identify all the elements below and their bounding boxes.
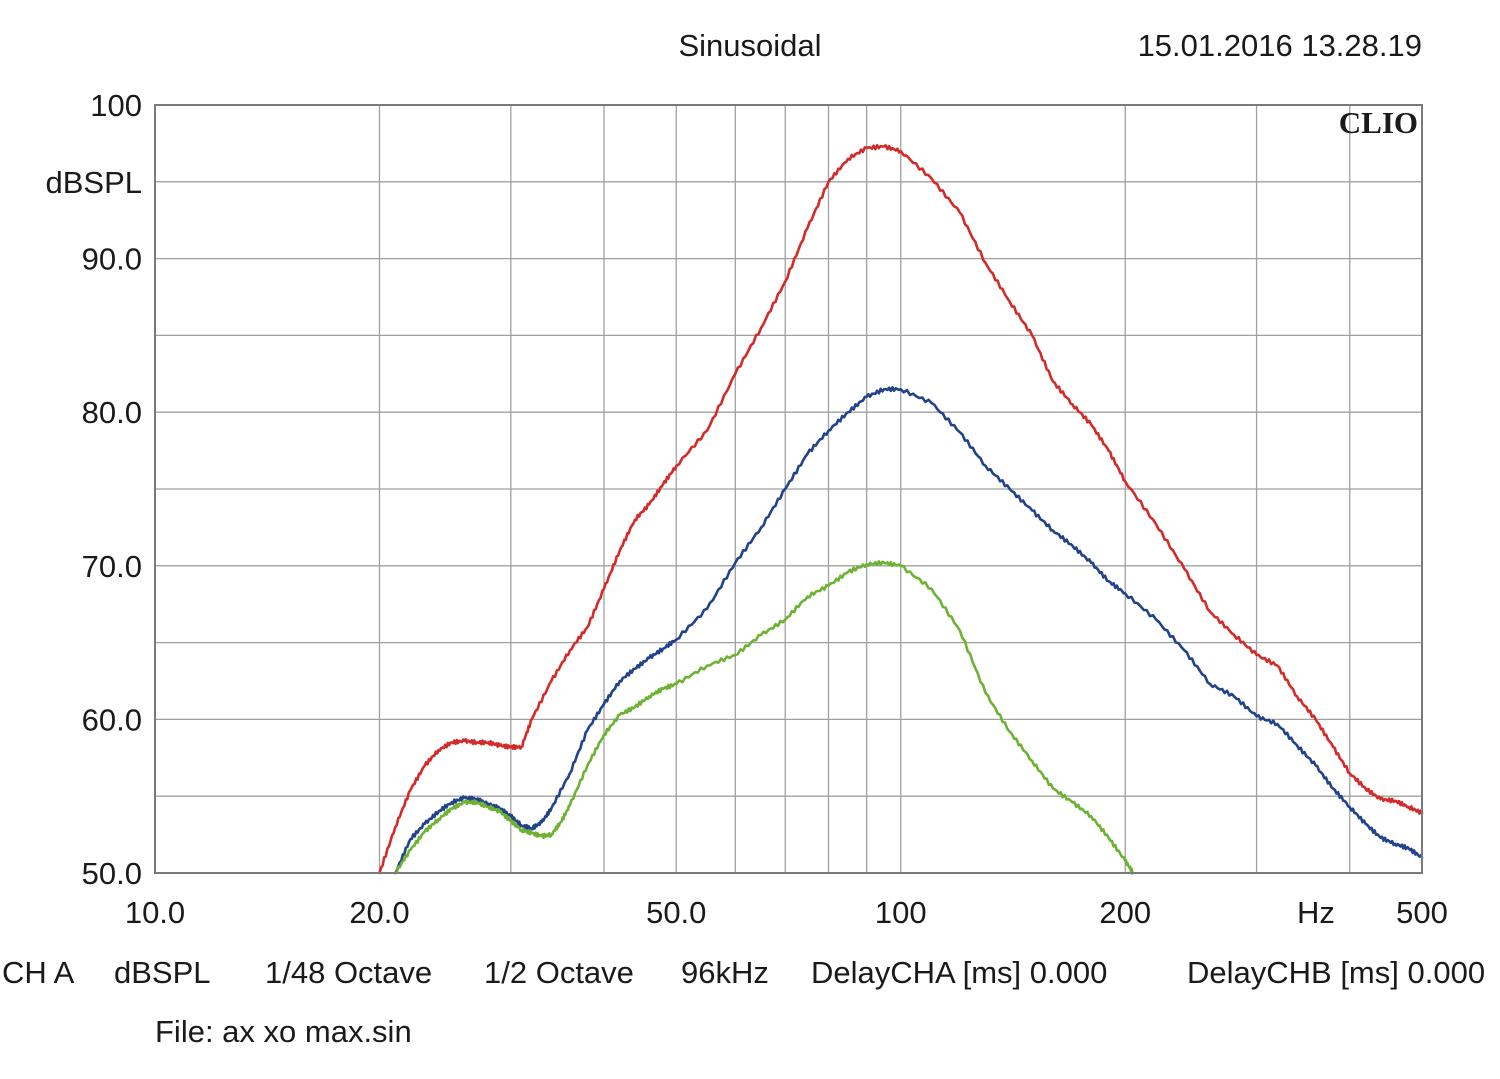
- footer-resolution: 1/48 Octave: [265, 955, 432, 990]
- x-tick-label: 20.0: [349, 895, 409, 930]
- y-tick-label: 80.0: [82, 395, 142, 430]
- x-tick-labels: 10.0 20.0 50.0 100 200 500: [125, 895, 1448, 930]
- footer-delay-b: DelayCHB [ms] 0.000: [1187, 955, 1485, 990]
- x-tick-label: 200: [1099, 895, 1151, 930]
- measurement-mode: Sinusoidal: [678, 28, 821, 63]
- x-tick-label: 100: [875, 895, 927, 930]
- series-line-1: [378, 144, 1424, 875]
- footer-smoothing: 1/2 Octave: [484, 955, 634, 990]
- grid: [155, 105, 1422, 873]
- series-line-2: [394, 386, 1424, 875]
- y-tick-label: 70.0: [82, 549, 142, 584]
- footer-sample-rate: 96kHz: [681, 955, 769, 990]
- footer-unit: dBSPL: [114, 955, 211, 990]
- y-tick-label: 50.0: [82, 856, 142, 891]
- plot-frame: [154, 104, 1423, 874]
- series-group: [378, 144, 1424, 875]
- y-axis-unit: dBSPL: [45, 165, 142, 200]
- x-tick-label: 500: [1396, 895, 1448, 930]
- timestamp: 15.01.2016 13.28.19: [1138, 28, 1422, 63]
- x-axis-unit: Hz: [1297, 895, 1335, 930]
- x-tick-label: 50.0: [646, 895, 706, 930]
- footer-channel: CH A: [2, 955, 75, 990]
- y-tick-label: 100: [90, 88, 142, 123]
- y-tick-label: 60.0: [82, 702, 142, 737]
- brand-logo: CLIO: [1339, 105, 1418, 140]
- x-tick-label: 10.0: [125, 895, 185, 930]
- y-tick-labels: 100 90.0 80.0 70.0 60.0 50.0: [82, 88, 142, 891]
- footer-file: File: ax xo max.sin: [155, 1014, 412, 1049]
- series-line-3: [394, 560, 1135, 875]
- footer-delay-a: DelayCHA [ms] 0.000: [811, 955, 1107, 990]
- y-tick-label: 90.0: [82, 242, 142, 277]
